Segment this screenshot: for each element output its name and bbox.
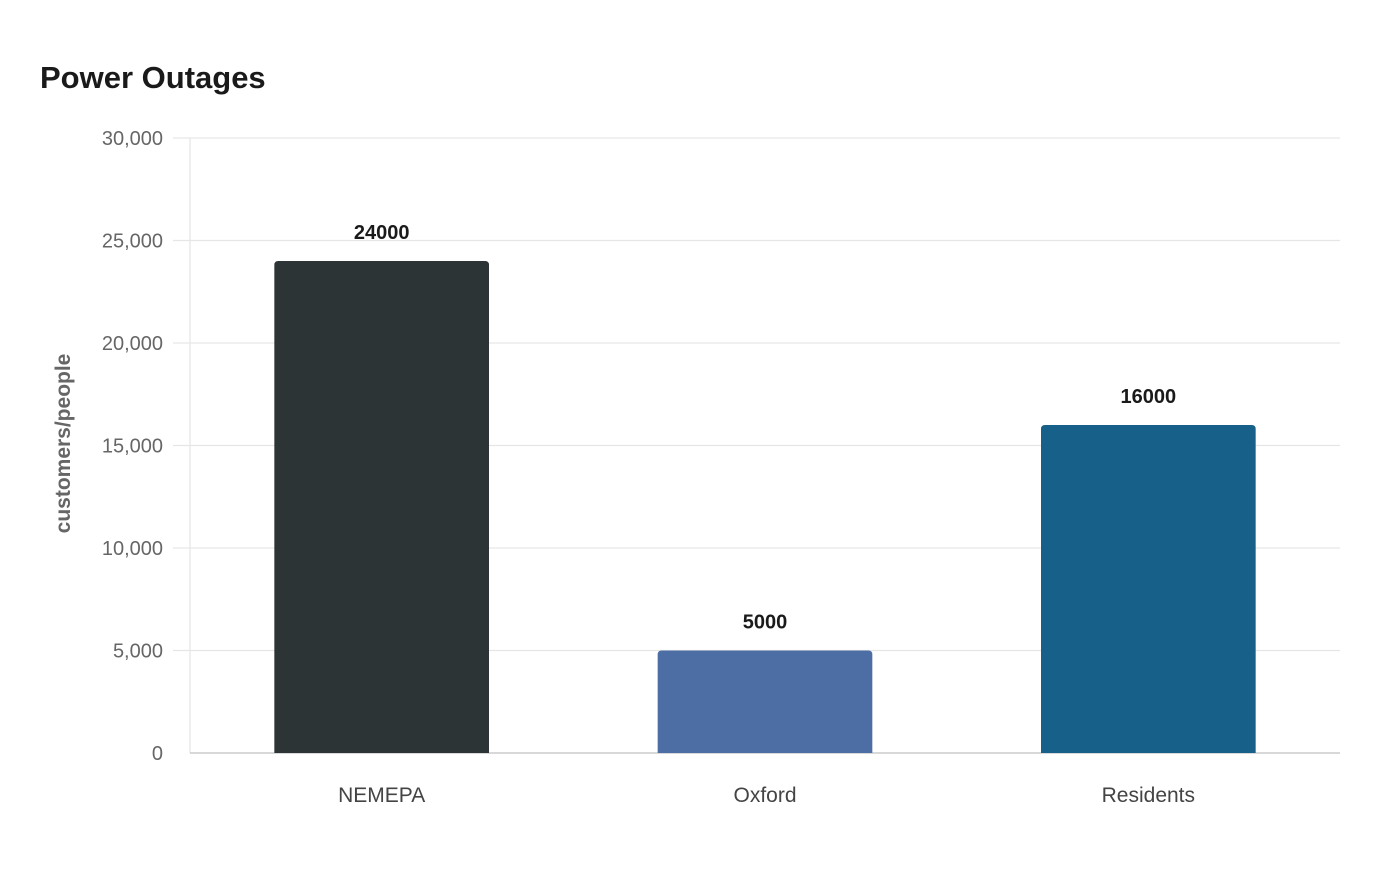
x-tick-label: Residents <box>1102 784 1195 807</box>
chart-title: Power Outages <box>40 60 266 95</box>
data-label: 5000 <box>743 612 788 634</box>
y-tick-label: 20,000 <box>102 333 163 355</box>
data-label: 24000 <box>354 222 410 244</box>
bar-oxford[interactable] <box>657 650 873 754</box>
y-tick-label: 5,000 <box>113 641 163 663</box>
y-tick-label: 0 <box>152 743 163 765</box>
y-axis-title: customers/people <box>52 354 75 534</box>
bar-nemepa[interactable] <box>274 261 489 753</box>
bars <box>274 261 1256 754</box>
y-tick-label: 15,000 <box>102 436 163 458</box>
x-tick-label: NEMEPA <box>338 784 425 807</box>
x-tick-label: Oxford <box>733 784 796 807</box>
y-tick-label: 10,000 <box>102 538 163 560</box>
y-tick-label: 30,000 <box>102 128 163 150</box>
bar-residents[interactable] <box>1041 425 1256 753</box>
y-tick-label: 25,000 <box>102 231 163 253</box>
labels: 0 5,000 10,000 15,000 20,000 25,000 30,000 2400… <box>102 128 1195 807</box>
data-label: 16000 <box>1121 386 1177 408</box>
